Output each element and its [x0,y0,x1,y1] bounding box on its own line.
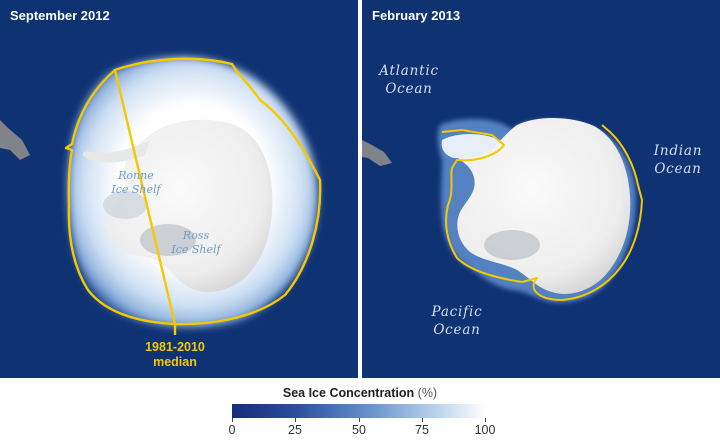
legend-tick-label-75: 75 [415,423,429,437]
atlantic-ocean-label: Atlantic Ocean [379,63,439,97]
antarctic-peninsula [82,140,150,163]
indian-ocean-label: Indian Ocean [653,143,703,177]
ronne-label-text: Ronne Ice Shelf [111,169,161,196]
median-line [441,124,643,301]
color-legend: Sea Ice Concentration (%) 0 25 50 75 100 [0,378,720,445]
ross-shelf [484,230,540,260]
sea-ice-map-september [0,57,322,335]
median-label: 1981-2010 median [145,340,205,369]
south-america-land [362,140,392,166]
legend-tick-label-0: 0 [228,423,236,437]
legend-tick [485,418,486,422]
legend-tick [295,418,296,422]
legend-tick [359,418,360,422]
ronne-shelf [103,191,147,219]
ronne-ice-shelf-label: Ronne Ice Shelf [108,169,164,197]
sea-ice-map-february [362,117,643,303]
legend-tick [422,418,423,422]
pacific-ocean-label: Pacific Ocean [431,304,483,338]
panel-title-september: September 2012 [10,8,110,23]
south-america-land [0,120,30,160]
legend-title: Sea Ice Concentration (%) [0,386,720,400]
ross-label-text: Ross Ice Shelf [171,229,221,256]
weddell-ice [441,134,500,159]
panel-title-february: February 2013 [372,8,461,23]
legend-tick-label-25: 25 [288,423,302,437]
legend-tick [232,418,233,422]
map-panel-september-2012: September 2012 Ronne Ice Shelf Ross Ice … [0,0,358,378]
median-line [64,57,322,335]
legend-unit: (%) [417,386,438,400]
legend-tick-label-50: 50 [352,423,366,437]
legend-title-text: Sea Ice Concentration [282,386,415,400]
legend-color-bar [232,404,486,418]
ross-ice-shelf-label: Ross Ice Shelf [168,229,224,257]
legend-tick-label-100: 100 [474,423,496,437]
map-panel-february-2013: February 2013 Atlantic Ocean Indian Ocea… [362,0,720,378]
